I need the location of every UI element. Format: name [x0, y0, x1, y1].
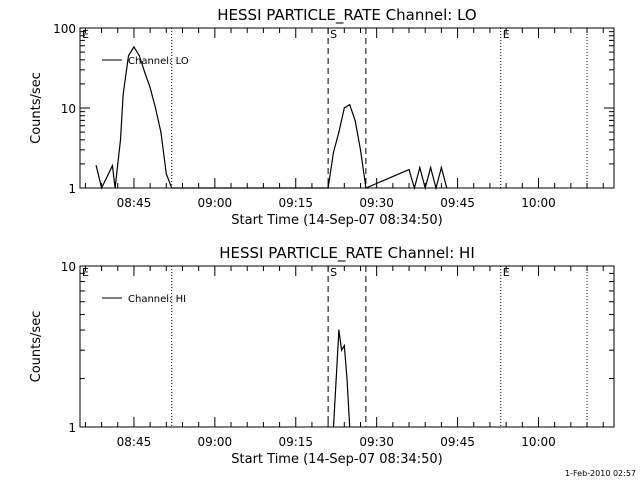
data-point	[424, 187, 426, 189]
panel-lo: HESSI PARTICLE_RATE Channel: LO 1 10 100 08:…	[29, 6, 615, 228]
x-tick-label: 09:15	[278, 196, 313, 210]
x-tick-label: 09:30	[359, 196, 394, 210]
data-point	[346, 377, 348, 380]
marker-label: E	[82, 28, 89, 41]
data-point	[171, 187, 173, 189]
data-point	[111, 165, 113, 167]
marker-label: E	[503, 266, 510, 279]
x-tick-label: 09:45	[440, 435, 475, 449]
marker-label: S	[330, 266, 337, 279]
marker-label: E	[82, 266, 89, 279]
data-point	[338, 329, 340, 331]
data-point	[133, 46, 135, 48]
y-tick-label: 1	[68, 182, 76, 196]
data-point	[100, 187, 103, 189]
chart-title: HESSI PARTICLE_RATE Channel: HI	[219, 244, 475, 263]
legend-label: Channel: HI	[128, 294, 186, 305]
data-point	[160, 131, 162, 133]
data-point	[122, 93, 124, 95]
data-point	[114, 187, 116, 189]
data-point	[117, 163, 119, 165]
data-point	[335, 377, 337, 380]
axes-frame	[79, 265, 615, 428]
y-tick-label: 1	[68, 421, 76, 435]
x-tick-label: 10:00	[521, 435, 556, 449]
data-point	[144, 71, 146, 73]
data-point	[354, 119, 356, 121]
chart-title: HESSI PARTICLE_RATE Channel: LO	[217, 6, 476, 25]
x-tick-label: 09:15	[278, 435, 313, 449]
footer-timestamp: 1-Feb-2010 02:57	[565, 469, 636, 478]
data-point	[349, 104, 351, 106]
data-point	[338, 131, 340, 133]
x-tick-label: 10:00	[521, 196, 556, 210]
data-point	[138, 55, 140, 57]
x-tick-label: 08:45	[117, 196, 152, 210]
data-point	[95, 165, 97, 167]
data-point	[127, 55, 130, 57]
y-axis-label: Counts/sec	[29, 72, 44, 144]
x-tick-label: 09:30	[359, 435, 394, 449]
y-tick-label: 10	[61, 260, 76, 274]
data-point	[440, 166, 442, 169]
y-tick-label: 10	[61, 102, 76, 116]
data-point	[343, 107, 345, 109]
y-tick-label: 100	[53, 22, 76, 36]
x-tick-label: 08:45	[117, 435, 152, 449]
axes-frame	[79, 27, 615, 189]
data-point	[430, 166, 432, 169]
x-tick-label: 09:00	[198, 196, 233, 210]
data-point	[435, 187, 437, 189]
data-point	[119, 139, 122, 141]
x-axis-label: Start Time (14-Sep-07 08:34:50)	[231, 452, 442, 467]
data-point	[413, 187, 416, 189]
data-point	[154, 107, 157, 109]
data-point	[165, 173, 167, 175]
series-line	[95, 45, 448, 191]
data-point	[359, 149, 362, 151]
marker-label: E	[503, 28, 510, 41]
data-point	[343, 345, 345, 347]
panel-hi: HESSI PARTICLE_RATE Channel: HI 1 10 08:45 0…	[29, 244, 615, 467]
data-point	[365, 187, 367, 189]
data-point	[332, 426, 335, 428]
x-tick-label: 09:45	[440, 196, 475, 210]
y-axis-label: Counts/sec	[29, 311, 44, 383]
data-point	[349, 426, 351, 428]
data-point	[149, 86, 151, 89]
data-point	[332, 151, 335, 153]
x-tick-label: 09:00	[198, 435, 233, 449]
data-point	[419, 166, 421, 169]
x-axis-label: Start Time (14-Sep-07 08:34:50)	[231, 213, 442, 228]
data-point	[341, 349, 343, 351]
data-point	[446, 187, 448, 189]
data-point	[408, 168, 410, 171]
legend-label: Channel: LO	[128, 56, 189, 67]
marker-label: S	[330, 28, 337, 41]
data-point	[327, 187, 329, 189]
